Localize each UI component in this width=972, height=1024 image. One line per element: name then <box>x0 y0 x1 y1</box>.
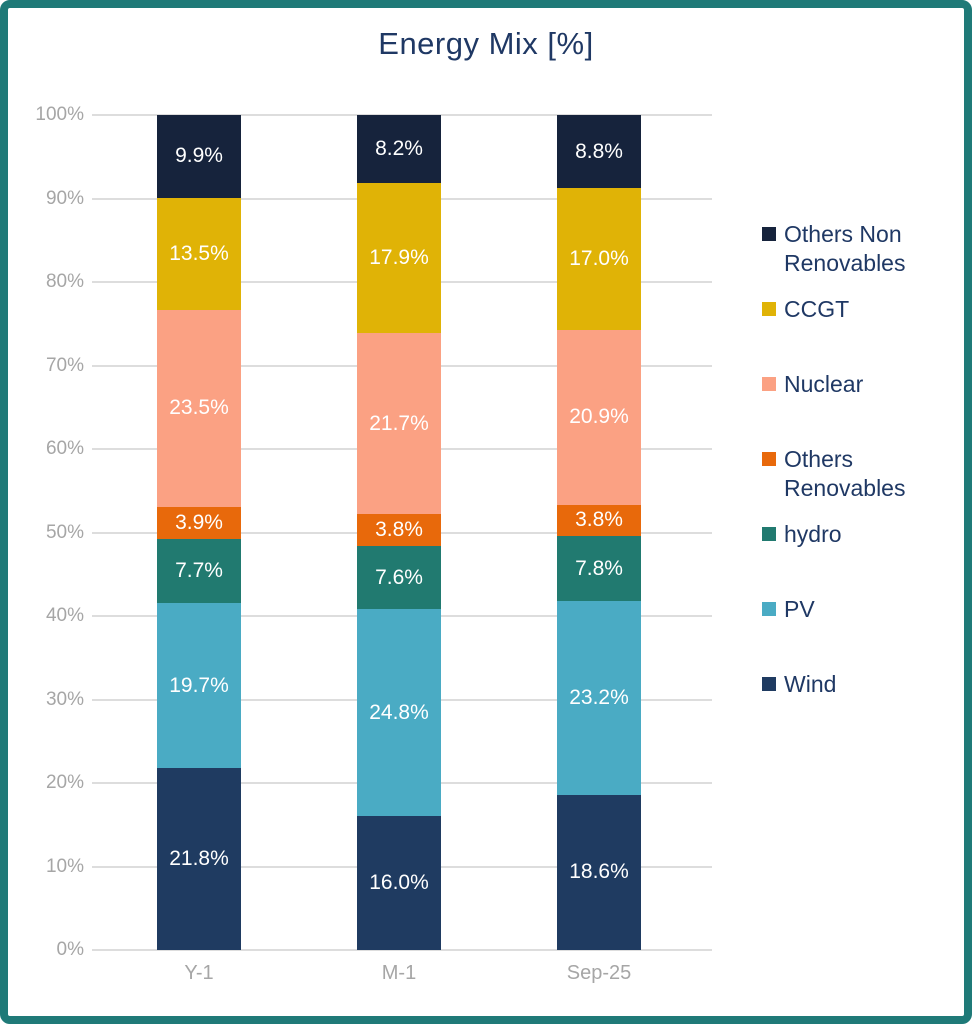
bar-segment: 16.0% <box>357 816 441 950</box>
bar-segment-label: 7.8% <box>575 556 623 580</box>
bar-segment: 3.8% <box>357 514 441 546</box>
legend-swatch-icon <box>762 302 776 316</box>
bar-segment-label: 17.0% <box>569 247 629 271</box>
y-tick-label: 10% <box>45 855 84 877</box>
legend-item: hydro <box>762 520 962 595</box>
bar-segment: 23.5% <box>157 310 241 507</box>
y-tick-label: 90% <box>45 187 84 209</box>
bar-segment-label: 18.6% <box>569 860 629 884</box>
bar-segment-label: 3.9% <box>175 510 223 534</box>
bar-segment: 7.7% <box>157 539 241 604</box>
bar-segment: 23.2% <box>557 601 641 795</box>
bar-segment-label: 8.2% <box>375 137 423 161</box>
y-tick-label: 20% <box>45 772 84 793</box>
plot-area: 9.9% 13.5% 23.5% 3.9% 7.7% 19.7% 21.8% 8.2% 17.9… <box>92 114 712 951</box>
bar-segment: 24.8% <box>357 609 441 817</box>
bar-segment-label: 23.5% <box>169 396 229 420</box>
legend-swatch-icon <box>762 527 776 541</box>
legend-item: PV <box>762 595 962 670</box>
bar-segment: 21.7% <box>357 332 441 515</box>
legend-item: CCGT <box>762 295 962 370</box>
y-tick-label: 70% <box>45 354 84 376</box>
bar-segment-label: 24.8% <box>369 700 429 724</box>
bar-segment-label: 7.7% <box>175 559 223 583</box>
y-tick-label: 0% <box>56 939 84 960</box>
bar-segment-label: 3.8% <box>575 508 623 532</box>
y-axis: 0% 10% 20% 30% 40% 50% 60% 70% 80% 90% 100% <box>8 104 84 960</box>
bar-segment-label: 23.2% <box>569 686 629 710</box>
y-tick-label: 100% <box>35 104 84 125</box>
legend-item: Nuclear <box>762 370 962 445</box>
y-tick-label: 50% <box>45 521 84 543</box>
bar-segment-label: 9.9% <box>175 144 223 168</box>
x-tick-label: Sep-25 <box>566 962 632 984</box>
legend-swatch-icon <box>762 377 776 391</box>
bar-segment: 18.6% <box>557 794 641 950</box>
stacked-bar-Y-1: 9.9% 13.5% 23.5% 3.9% 7.7% 19.7% 21.8% <box>157 115 241 950</box>
bar-segment: 21.8% <box>157 767 241 950</box>
stacked-bar-M-1: 8.2% 17.9% 21.7% 3.8% 7.6% 24.8% 16.0% <box>357 115 441 950</box>
gridline <box>92 949 712 951</box>
legend-swatch-icon <box>762 677 776 691</box>
bar-segment-label: 3.8% <box>375 517 423 541</box>
y-tick-label: 60% <box>45 438 84 459</box>
y-tick-label: 40% <box>45 605 84 626</box>
bar-segment: 17.0% <box>557 188 641 331</box>
legend-item: Others Non Renovables <box>762 220 962 295</box>
bar-segment: 13.5% <box>157 197 241 311</box>
chart-title: Energy Mix [%] <box>378 26 594 61</box>
bar-segment-label: 21.7% <box>369 411 429 435</box>
bar-segment: 8.2% <box>357 115 441 184</box>
bar-segment-label: 19.7% <box>169 673 229 697</box>
bar-segment: 8.8% <box>557 115 641 189</box>
legend-label: Wind <box>784 671 837 697</box>
bar-segment: 17.9% <box>357 183 441 333</box>
legend-item: Others Renovables <box>762 445 962 520</box>
legend-label: Others Non Renovables <box>784 221 906 276</box>
bar-segment-label: 17.9% <box>369 246 429 270</box>
legend-label: PV <box>784 596 815 622</box>
legend-swatch-icon <box>762 227 776 241</box>
x-tick-label: M-1 <box>381 962 417 984</box>
legend-label: hydro <box>784 521 842 547</box>
y-tick-label: 30% <box>45 688 84 710</box>
bar-segment: 3.8% <box>557 504 641 537</box>
bar-segment: 19.7% <box>157 603 241 768</box>
bar-segment-label: 13.5% <box>169 242 229 266</box>
bar-segment-label: 16.0% <box>369 871 429 895</box>
bar-segment: 20.9% <box>557 330 641 505</box>
bar-segment: 3.9% <box>157 506 241 540</box>
bar-segment-label: 20.9% <box>569 405 629 429</box>
legend-label: CCGT <box>784 296 850 322</box>
x-axis: Y-1 M-1 Sep-25 <box>92 962 712 992</box>
legend-swatch-icon <box>762 602 776 616</box>
stacked-bar-Sep-25: 8.8% 17.0% 20.9% 3.8% 7.8% 23.2% 18.6% <box>557 115 641 950</box>
legend-label: Nuclear <box>784 371 864 397</box>
x-tick-label: Y-1 <box>184 962 214 984</box>
legend: Others Non Renovables CCGT Nuclear Other… <box>762 220 962 745</box>
legend-label: Others Renovables <box>784 446 906 501</box>
bar-segment: 7.6% <box>357 545 441 610</box>
bar-segment-label: 8.8% <box>575 139 623 163</box>
bar-segment: 9.9% <box>157 115 241 198</box>
bar-segment-label: 7.6% <box>375 565 423 589</box>
bar-segment-label: 21.8% <box>169 846 229 870</box>
legend-swatch-icon <box>762 452 776 466</box>
legend-item: Wind <box>762 670 962 745</box>
bar-segment: 7.8% <box>557 536 641 602</box>
y-tick-label: 80% <box>45 271 84 292</box>
